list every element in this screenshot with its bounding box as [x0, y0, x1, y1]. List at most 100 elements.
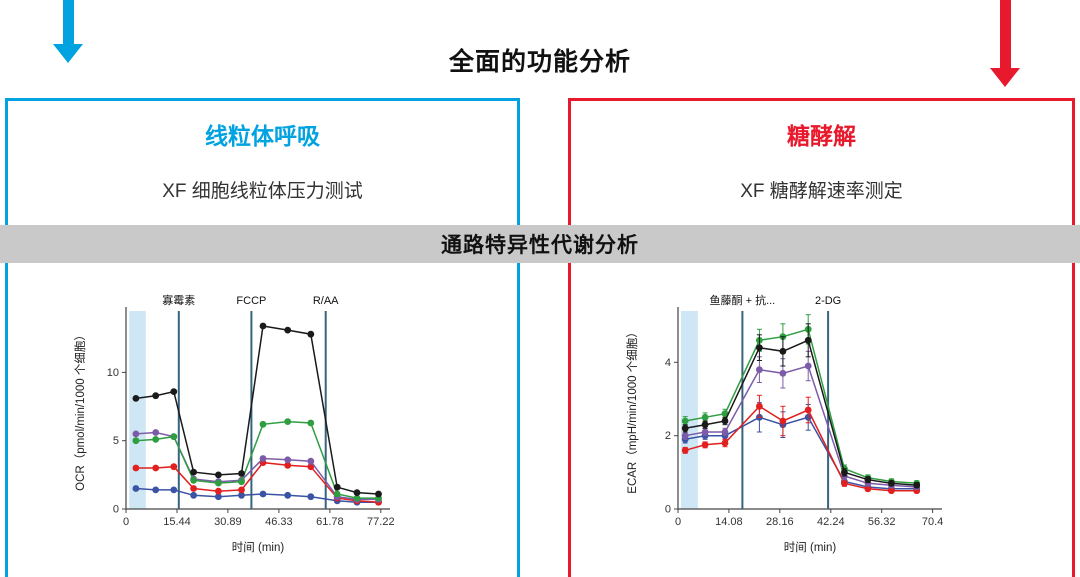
series-black-point — [681, 424, 689, 432]
series-black-line — [685, 339, 917, 486]
series-blue-point — [284, 491, 292, 499]
series-purple-point — [284, 456, 292, 464]
y-tick-label: 5 — [113, 435, 119, 447]
series-green-point — [681, 417, 689, 425]
series-blue-point — [259, 490, 267, 498]
series-purple-point — [756, 366, 763, 374]
series-green-point — [170, 433, 178, 440]
series-blue-point — [190, 491, 197, 499]
series-green-point — [353, 494, 361, 502]
series-red-point — [681, 446, 689, 454]
series-purple-point — [152, 429, 160, 436]
series-green-point — [152, 436, 160, 443]
y-axis-label: OCR（pmol/min/1000 个细胞） — [73, 329, 87, 491]
series-purple-point — [681, 432, 689, 440]
series-red-point — [756, 402, 763, 410]
glycolytic-rate-chart: 0 2 4 0 14.08 28.16 42.24 56.32 70.4 鱼藤酮 + 抗... 2-… — [624, 285, 954, 562]
y-tick-label: 2 — [665, 430, 671, 442]
main-title: 全面的功能分析 — [448, 48, 631, 76]
series-black-point — [701, 421, 709, 429]
y-tick-label: 0 — [113, 504, 119, 516]
y-tick-label: 10 — [107, 367, 119, 379]
x-tick-label: 28.16 — [766, 516, 794, 528]
series-purple-line — [685, 365, 917, 488]
series-black-point — [888, 479, 895, 487]
series-blue-point — [215, 493, 222, 501]
x-tick-label: 46.33 — [265, 516, 293, 528]
injection-label: 寡霉素 — [162, 293, 195, 307]
series-black-point — [353, 489, 361, 496]
series-red-line — [685, 405, 917, 492]
series-blue-point — [170, 486, 178, 494]
series-blue-line — [685, 416, 917, 490]
injection-label: FCCP — [236, 295, 266, 307]
y-axis-label: ECAR（mpH/min/1000 个细胞） — [625, 326, 639, 493]
series-black-point — [721, 417, 729, 425]
series-green-point — [132, 437, 140, 445]
injection-label: 鱼藤酮 + 抗... — [710, 293, 776, 307]
series-purple-point — [779, 369, 787, 377]
series-red-point — [864, 485, 872, 493]
red-arrow-head — [990, 68, 1020, 87]
baseline-shaded-region — [680, 311, 698, 509]
series-purple-point — [132, 430, 140, 438]
series-blue-point — [152, 486, 160, 494]
series-red-point — [190, 485, 197, 492]
series-green-point — [333, 490, 341, 498]
y-tick-label: 0 — [665, 504, 671, 516]
series-red-point — [238, 486, 245, 494]
series-green-point — [259, 420, 267, 428]
x-tick-label: 0 — [675, 516, 681, 528]
x-tick-label: 14.08 — [715, 516, 743, 528]
series-red-point — [888, 487, 895, 495]
baseline-shaded-region — [129, 311, 146, 509]
series-black-point — [190, 468, 197, 476]
series-red-point — [132, 464, 140, 472]
series-green-point — [238, 478, 245, 486]
pathway-banner-label: 通路特异性代谢分析 — [441, 234, 639, 257]
series-black-point — [132, 395, 140, 402]
series-black-point — [804, 336, 812, 344]
blue-down-arrow — [53, 0, 83, 63]
glyco-panel: 糖酵解 XF 糖酵解速率测定 — [568, 98, 1075, 577]
series-red-point — [152, 464, 160, 472]
series-blue-point — [238, 491, 245, 499]
x-tick-label: 30.89 — [214, 516, 242, 528]
blue-arrow-shaft — [62, 0, 74, 44]
series-green-point — [215, 479, 222, 487]
injection-label: 2-DG — [815, 295, 841, 307]
series-black-point — [238, 470, 245, 477]
mito-panel-title: 线粒体呼吸 — [205, 123, 320, 149]
x-axis-label: 时间 (min) — [232, 541, 285, 554]
series-red-point — [804, 406, 812, 414]
series-purple-point — [307, 457, 315, 465]
injection-label: R/AA — [313, 295, 339, 307]
series-blue-point — [132, 485, 140, 492]
x-tick-label: 56.32 — [868, 516, 896, 528]
x-axis-label: 时间 (min) — [784, 541, 837, 554]
series-red-point — [215, 487, 222, 495]
series-black-point — [333, 483, 341, 491]
blue-arrow-head — [53, 44, 83, 63]
series-black-point — [284, 326, 292, 334]
series-blue-point — [307, 493, 315, 501]
series-red-point — [701, 441, 709, 449]
series-green-line — [685, 328, 917, 485]
x-tick-label: 0 — [123, 516, 129, 528]
series-red-point — [284, 461, 292, 469]
glyco-panel-title: 糖酵解 — [787, 123, 856, 149]
series-black-point — [307, 330, 315, 338]
x-tick-label: 15.44 — [163, 516, 191, 528]
series-purple-point — [804, 362, 812, 370]
series-black-point — [152, 392, 160, 400]
x-tick-label: 77.22 — [367, 516, 395, 528]
series-purple-point — [701, 428, 709, 436]
series-black-point — [375, 490, 382, 498]
series-green-point — [701, 413, 709, 421]
series-black-point — [215, 471, 222, 479]
red-down-arrow — [990, 0, 1020, 87]
series-red-point — [841, 479, 848, 487]
mito-stress-chart: 0 5 10 0 15.44 30.89 46.33 61.78 77.22 寡霉素 FCCP R/A… — [72, 285, 402, 562]
series-red-point — [721, 439, 729, 447]
series-black-point — [779, 347, 787, 355]
